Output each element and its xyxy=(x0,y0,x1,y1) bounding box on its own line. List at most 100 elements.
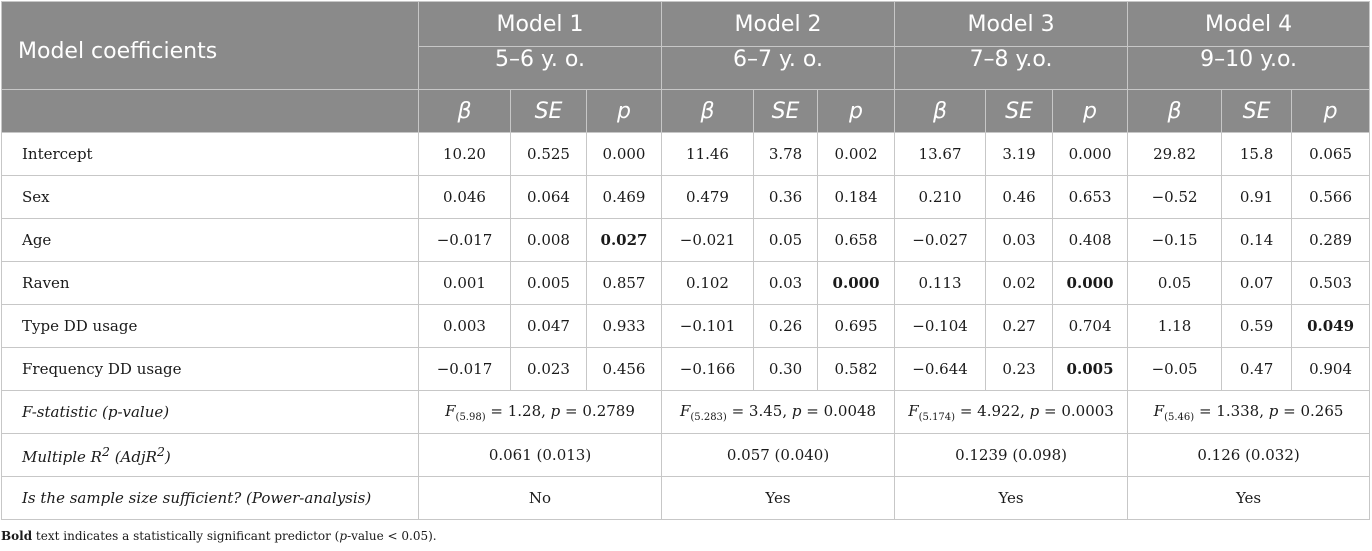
table-cell: 0.102 xyxy=(661,261,755,305)
table-cell: 3.78 xyxy=(753,132,819,176)
header-symbol-3-2: p xyxy=(1052,89,1129,133)
r2-label-post: ) xyxy=(164,448,171,466)
table-body: Intercept 10.20 0.525 0.000 11.46 3.78 0.002 13… xyxy=(1,132,1371,520)
table-row: Sex 0.046 0.064 0.469 0.479 0.36 0.184 0.210 0.4… xyxy=(1,175,1371,219)
table-cell: 0.023 xyxy=(510,347,587,391)
fstat-model-4: F(5.46) = 1.338, p = 0.265 xyxy=(1127,390,1371,434)
table-row: Age −0.017 0.008 0.027 −0.021 0.05 0.658 −0.027… xyxy=(1,218,1371,262)
table-cell: −0.021 xyxy=(661,218,755,262)
table-cell: 0.000 xyxy=(817,261,896,305)
r2-model-3: 0.1239 (0.098) xyxy=(894,433,1129,477)
table-cell: 0.046 xyxy=(418,175,511,219)
table-cell: 0.05 xyxy=(1127,261,1223,305)
table-row-r2: Multiple R2 (AdjR2) 0.061 (0.013) 0.057 (0… xyxy=(1,433,1371,477)
table-cell: 0.904 xyxy=(1291,347,1371,391)
r2-label-mid: (AdjR xyxy=(109,448,157,466)
header-symbol-1-2: p xyxy=(585,89,663,133)
table-cell: 0.005 xyxy=(510,261,587,305)
model-3-age: 7–8 y.o. xyxy=(894,46,1129,90)
header-symbol-1-1: SE xyxy=(510,89,587,133)
header-row-models: Model coefficients Model 1 Model 2 Model… xyxy=(1,1,1371,90)
fstat-p: p xyxy=(1268,401,1279,420)
table-cell: 0.03 xyxy=(753,261,819,305)
table-footnote: Bold text indicates a statistically sign… xyxy=(1,529,437,543)
table-cell: 0.047 xyxy=(510,304,587,348)
r2-model-2: 0.057 (0.040) xyxy=(661,433,896,477)
table-cell: 0.36 xyxy=(753,175,819,219)
model-4-age: 9–10 y.o. xyxy=(1127,46,1371,90)
header-symbol-2-1: SE xyxy=(753,89,819,133)
table-row: Intercept 10.20 0.525 0.000 11.46 3.78 0.002 13… xyxy=(1,132,1371,176)
fstat-value: = 4.922, xyxy=(955,401,1030,420)
header-symbol-3-1: SE xyxy=(985,89,1054,133)
fstat-model-2: F(5.283) = 3.45, p = 0.0048 xyxy=(661,390,896,434)
coefficients-table: Model coefficients Model 1 Model 2 Model… xyxy=(1,1,1371,520)
table-cell: 0.408 xyxy=(1052,218,1129,262)
table-cell: 0.000 xyxy=(1052,261,1129,305)
fstat-df: (5.283) xyxy=(690,411,727,423)
fstat-f: F xyxy=(908,401,919,420)
table-cell: 0.857 xyxy=(585,261,663,305)
table-cell: 0.59 xyxy=(1221,304,1293,348)
fstat-label: F-statistic (p-value) xyxy=(1,390,419,434)
table-cell: 0.26 xyxy=(753,304,819,348)
table-cell: 0.027 xyxy=(585,218,663,262)
table-cell: 15.8 xyxy=(1221,132,1293,176)
footnote-p: p xyxy=(339,529,348,543)
table-cell: 10.20 xyxy=(418,132,511,176)
table-cell: 0.469 xyxy=(585,175,663,219)
table-cell: 0.653 xyxy=(1052,175,1129,219)
table-cell: 0.456 xyxy=(585,347,663,391)
model-3-header: Model 3 xyxy=(894,1,1129,47)
table-cell: 0.02 xyxy=(985,261,1054,305)
table-cell: 0.001 xyxy=(418,261,511,305)
power-model-3: Yes xyxy=(894,476,1129,520)
table-cell: 0.695 xyxy=(817,304,896,348)
model-4-header: Model 4 xyxy=(1127,1,1371,47)
r2-label: Multiple R2 (AdjR2) xyxy=(1,433,419,477)
footnote-text-2: -value < 0.05). xyxy=(347,529,437,543)
fstat-pval: = 0.0003 xyxy=(1039,401,1114,420)
table-cell: 0.000 xyxy=(1052,132,1129,176)
table-cell: −0.017 xyxy=(418,347,511,391)
table-cell: 0.003 xyxy=(418,304,511,348)
fstat-f: F xyxy=(679,401,691,420)
fstat-p: p xyxy=(1029,401,1040,420)
table-cell: 0.07 xyxy=(1221,261,1293,305)
table-cell: −0.017 xyxy=(418,218,511,262)
table-cell: 0.05 xyxy=(753,218,819,262)
table-row-fstat: F-statistic (p-value) F(5.98) = 1.28, p =… xyxy=(1,390,1371,434)
table-cell: 0.91 xyxy=(1221,175,1293,219)
table-cell: 0.566 xyxy=(1291,175,1371,219)
fstat-f: F xyxy=(1153,401,1165,420)
table-cell: 0.582 xyxy=(817,347,896,391)
table-cell: 29.82 xyxy=(1127,132,1223,176)
table-cell: 0.503 xyxy=(1291,261,1371,305)
table-cell: −0.104 xyxy=(894,304,987,348)
r2-label-sup: 2 xyxy=(101,444,110,459)
fstat-value: = 1.338, xyxy=(1194,401,1269,420)
table-row-power: Is the sample size sufficient? (Power-an… xyxy=(1,476,1371,520)
header-corner-label: Model coefficients xyxy=(1,1,419,90)
r2-label-pre: Multiple R xyxy=(22,448,102,466)
table-row: Type DD usage 0.003 0.047 0.933 −0.101 0.26 0.… xyxy=(1,304,1371,348)
table-row: Raven 0.001 0.005 0.857 0.102 0.03 0.000 0.113 0… xyxy=(1,261,1371,305)
table-cell: 0.113 xyxy=(894,261,987,305)
fstat-pval: = 0.265 xyxy=(1278,401,1344,420)
r2-model-1: 0.061 (0.013) xyxy=(417,433,663,477)
table-cell: 0.005 xyxy=(1052,347,1129,391)
table-cell: −0.644 xyxy=(894,347,987,391)
model-1-header: Model 1 xyxy=(417,1,663,47)
table-cell: 0.065 xyxy=(1291,132,1371,176)
table-cell: 0.210 xyxy=(894,175,987,219)
table-cell: 0.289 xyxy=(1291,218,1371,262)
model-1-age: 5–6 y. o. xyxy=(417,46,663,90)
header-row-symbols: β SE p β SE p β SE p β SE p xyxy=(1,89,1371,133)
table-cell: 11.46 xyxy=(661,132,755,176)
table-cell: 0.27 xyxy=(985,304,1054,348)
table-cell: 0.184 xyxy=(817,175,896,219)
model-2-age: 6–7 y. o. xyxy=(661,46,896,90)
header-symbol-2-2: p xyxy=(817,89,896,133)
header-empty-cell xyxy=(1,89,419,133)
table-cell: 0.704 xyxy=(1052,304,1129,348)
